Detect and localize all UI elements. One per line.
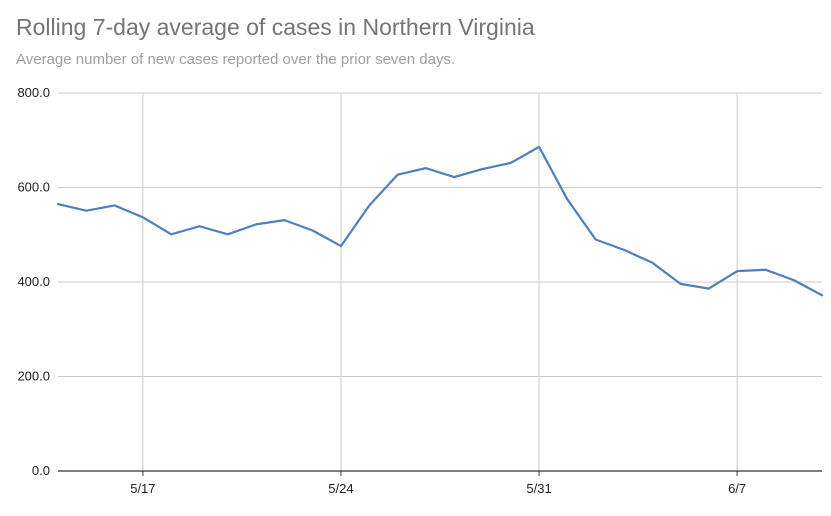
x-tick-label: 5/17 [130, 481, 155, 496]
x-gridlines [142, 93, 738, 476]
chart-subtitle: Average number of new cases reported ove… [16, 51, 456, 68]
y-tick-label: 400.0 [17, 274, 50, 289]
x-tick-label: 6/7 [728, 481, 746, 496]
x-axis-labels: 5/17 5/24 5/31 6/7 [130, 481, 746, 496]
y-gridlines [58, 92, 822, 377]
y-tick-label: 0.0 [32, 463, 50, 478]
series-line [56, 145, 824, 297]
x-tick-label: 5/31 [526, 481, 551, 496]
y-tick-label: 200.0 [17, 369, 50, 384]
x-tick-label: 5/24 [328, 481, 353, 496]
chart-title: Rolling 7-day average of cases in Northe… [16, 14, 535, 40]
y-tick-label: 800.0 [17, 85, 50, 100]
y-tick-label: 600.0 [17, 180, 50, 195]
series-group [56, 145, 824, 297]
y-axis-labels: 0.0 200.0 400.0 600.0 800.0 [17, 85, 50, 478]
